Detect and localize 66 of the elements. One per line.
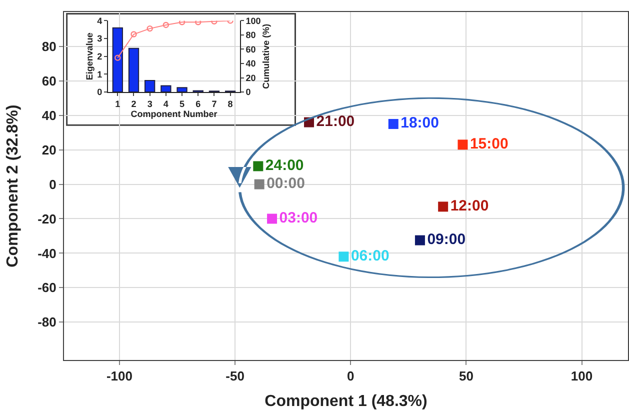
point: [388, 118, 398, 129]
bar: [160, 85, 172, 92]
series-label: 12:00: [450, 197, 489, 214]
x-tick-label: 4: [163, 98, 168, 109]
point: [438, 202, 448, 212]
y2-tick-label: 60: [246, 44, 256, 54]
point: [414, 235, 425, 246]
y-tick-label: 0: [97, 87, 102, 98]
bar: [144, 80, 156, 92]
series-label: 06:00: [350, 247, 390, 264]
series-label: 21:00: [316, 113, 355, 130]
y-tick-label: 20: [42, 142, 56, 158]
y2-tick-label: 100: [246, 16, 261, 26]
x-tick-label: 2: [131, 98, 136, 109]
y2-tick-label: 20: [246, 72, 256, 83]
y-axis-title: Component 2 (32.8%): [4, 104, 22, 268]
x-tick-label: 50: [458, 368, 474, 384]
x-tick-label: 100: [570, 368, 593, 384]
y2-tick-label: 40: [246, 58, 256, 69]
y-tick-label: -60: [38, 280, 56, 296]
x-axis-title: Component Number: [130, 108, 218, 119]
bar: [128, 48, 140, 92]
y-tick-label: -80: [38, 314, 56, 330]
point: [253, 161, 264, 172]
point: [338, 252, 349, 262]
x-tick-label: -50: [226, 368, 244, 384]
series-label: 00:00: [266, 175, 305, 192]
y-tick-label: 1: [97, 69, 102, 80]
y-tick-label: 4: [97, 16, 102, 26]
point: [267, 214, 278, 224]
y-tick-label: 0: [49, 176, 56, 192]
point: [130, 31, 137, 38]
y2-axis-title: Cumulative (%): [260, 24, 271, 89]
series-label: 09:00: [427, 231, 466, 248]
y-tick-label: 2: [97, 52, 102, 62]
x-tick-label: 8: [228, 98, 233, 109]
x-tick-label: 1: [115, 98, 120, 109]
point: [195, 20, 202, 26]
series-label: 15:00: [470, 135, 508, 152]
y2-tick-label: 80: [246, 30, 256, 40]
y-tick-label: -20: [38, 211, 56, 226]
point: [254, 179, 264, 190]
y-tick-label: 60: [42, 73, 56, 88]
series-label: 24:00: [265, 156, 304, 174]
y-tick-label: 3: [97, 34, 102, 44]
point: [146, 25, 153, 32]
series-label: 18:00: [400, 114, 440, 132]
y-tick-label: -40: [38, 246, 56, 261]
y-tick-label: 80: [42, 39, 56, 54]
point: [162, 22, 170, 28]
x-tick-label: -100: [106, 368, 132, 384]
x-tick-label: 6: [196, 98, 201, 109]
bar: [112, 27, 123, 92]
x-tick-label: 3: [147, 98, 152, 109]
x-tick-label: 5: [180, 98, 185, 109]
x-axis-title: Component 1 (48.3%): [264, 393, 428, 410]
y-tick-label: 40: [42, 108, 56, 123]
y2-tick-label: 0: [246, 87, 251, 98]
x-tick-label: 7: [212, 98, 217, 109]
bar: [176, 87, 188, 92]
series-label: 03:00: [279, 209, 318, 226]
point: [178, 20, 186, 26]
point: [458, 140, 468, 150]
x-tick-label: 0: [347, 368, 354, 384]
point: [114, 54, 121, 61]
y-axis-title: Eigenvalue: [84, 32, 95, 80]
